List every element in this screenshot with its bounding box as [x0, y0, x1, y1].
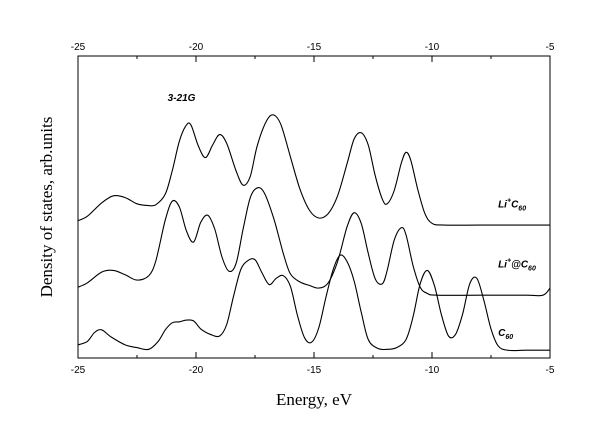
y-axis-title: Density of states, arb.units: [37, 117, 56, 298]
annotation-4: C60: [498, 328, 513, 341]
annotation-3: Li+@C60: [498, 258, 536, 273]
x-axis-title: Energy, eV: [276, 390, 353, 409]
axis-ticks: -25 -25 -20 -20 -15 -15 -10 -10 -5 -5: [71, 42, 555, 376]
x-tick-label-bottom: -20: [189, 365, 204, 376]
x-tick-label-top: -25: [71, 42, 86, 53]
annotations: 3-21G Li+C60 Li+@C60 C60: [168, 93, 536, 341]
x-tick-label-bottom: -5: [546, 365, 555, 376]
x-tick-label-top: -15: [307, 42, 322, 53]
annotation-2: Li+C60: [498, 197, 526, 212]
x-tick-label-top: -20: [189, 42, 204, 53]
plot-frame: [77, 55, 551, 359]
series-line-1: [77, 114, 550, 226]
series-line-3: [77, 254, 550, 352]
x-tick-label-bottom: -25: [71, 365, 86, 376]
x-tick-label-top: -10: [425, 42, 440, 53]
x-tick-label-top: -5: [546, 42, 555, 53]
series-line-2: [77, 187, 551, 297]
x-tick-label-bottom: -10: [425, 365, 440, 376]
annotation-1: 3-21G: [168, 93, 196, 104]
x-tick-label-bottom: -15: [307, 365, 322, 376]
series-group: [77, 114, 551, 352]
